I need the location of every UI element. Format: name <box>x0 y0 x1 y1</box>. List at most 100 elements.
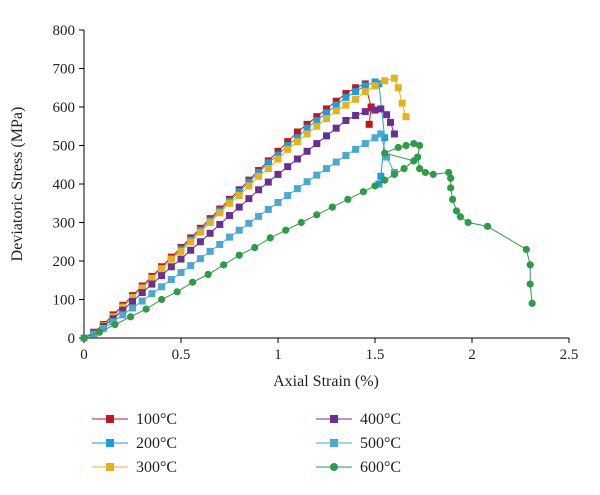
data-point <box>293 138 301 146</box>
legend-label: 400°C <box>360 411 401 428</box>
data-point <box>352 88 360 96</box>
data-point <box>421 168 430 177</box>
data-point <box>303 120 311 128</box>
x-tick-label: 1 <box>274 347 282 363</box>
data-point <box>189 278 197 286</box>
data-point <box>361 140 369 148</box>
data-point <box>251 243 259 252</box>
legend-label: 200°C <box>136 435 177 452</box>
data-point <box>187 262 195 270</box>
data-point <box>187 246 195 254</box>
data-point <box>361 82 369 90</box>
data-point <box>381 77 389 85</box>
data-point <box>344 195 352 203</box>
legend-label: 300°C <box>136 459 177 476</box>
data-point <box>245 195 253 203</box>
data-point <box>226 199 233 207</box>
data-point <box>303 178 311 186</box>
data-point <box>456 213 464 221</box>
data-point <box>342 101 350 109</box>
axes <box>83 30 569 339</box>
legend-item: 500°C <box>316 435 401 452</box>
data-point <box>206 229 214 237</box>
data-point <box>390 130 398 138</box>
data-point <box>332 97 340 105</box>
y-tick-label: 500 <box>53 139 76 155</box>
y-tick-label: 0 <box>68 331 76 347</box>
data-point <box>383 111 391 119</box>
data-point <box>284 142 292 149</box>
data-point <box>196 238 204 246</box>
data-point <box>371 106 379 114</box>
legend-item: 300°C <box>92 459 177 476</box>
data-point <box>274 155 282 163</box>
data-point <box>313 116 321 124</box>
data-point <box>328 203 336 211</box>
data-point <box>138 284 146 292</box>
legend-marker <box>106 415 114 423</box>
data-point <box>414 153 422 161</box>
data-point <box>167 263 175 271</box>
data-point <box>126 313 135 321</box>
data-point <box>129 294 136 302</box>
series-100c <box>80 80 375 342</box>
y-tick-label: 200 <box>53 254 76 270</box>
data-point <box>332 107 340 115</box>
data-point <box>264 159 272 167</box>
data-point <box>245 219 253 227</box>
data-point <box>402 113 410 121</box>
data-point <box>95 328 104 336</box>
series-layer <box>80 74 536 342</box>
data-point <box>206 247 214 255</box>
data-point <box>255 172 263 180</box>
series-line <box>83 133 395 339</box>
data-point <box>381 134 389 142</box>
data-point <box>173 288 181 296</box>
data-point <box>361 88 369 96</box>
data-point <box>177 269 185 277</box>
data-point <box>361 108 369 116</box>
data-point <box>282 226 290 234</box>
series-line <box>83 143 533 339</box>
data-point <box>220 261 228 269</box>
data-point <box>332 158 340 166</box>
data-point <box>377 130 385 138</box>
data-point <box>245 182 253 190</box>
data-point <box>303 124 311 132</box>
legend-label: 500°C <box>360 435 401 452</box>
data-point <box>394 84 402 92</box>
data-point <box>167 255 175 263</box>
legend-label: 600°C <box>360 459 401 476</box>
x-tick-label: 0 <box>80 347 88 363</box>
legend-marker <box>106 439 114 447</box>
data-point <box>522 245 530 254</box>
data-point <box>235 192 243 200</box>
data-point <box>452 207 461 215</box>
data-point <box>359 188 367 196</box>
y-tick-label: 100 <box>53 293 76 309</box>
x-tick-label: 1.5 <box>366 347 385 363</box>
data-point <box>235 203 243 211</box>
data-point <box>80 334 88 342</box>
data-point <box>274 170 282 178</box>
legend-item: 100°C <box>92 411 177 428</box>
data-point <box>177 247 185 255</box>
data-point <box>447 184 455 192</box>
data-point <box>371 134 379 142</box>
data-point <box>323 109 330 117</box>
series-400c <box>80 105 398 342</box>
data-point <box>313 113 321 121</box>
series-600c <box>80 139 536 342</box>
data-point <box>119 306 127 314</box>
y-axis-title: Deviatoric Stress (MPa) <box>9 107 26 262</box>
data-point <box>274 147 282 155</box>
y-tick-label: 400 <box>53 177 76 193</box>
data-point <box>297 218 305 227</box>
data-point <box>383 153 391 161</box>
data-point <box>352 95 360 103</box>
data-point <box>416 165 424 173</box>
data-point <box>293 128 301 136</box>
series-500c <box>80 130 398 342</box>
data-point <box>167 275 175 283</box>
